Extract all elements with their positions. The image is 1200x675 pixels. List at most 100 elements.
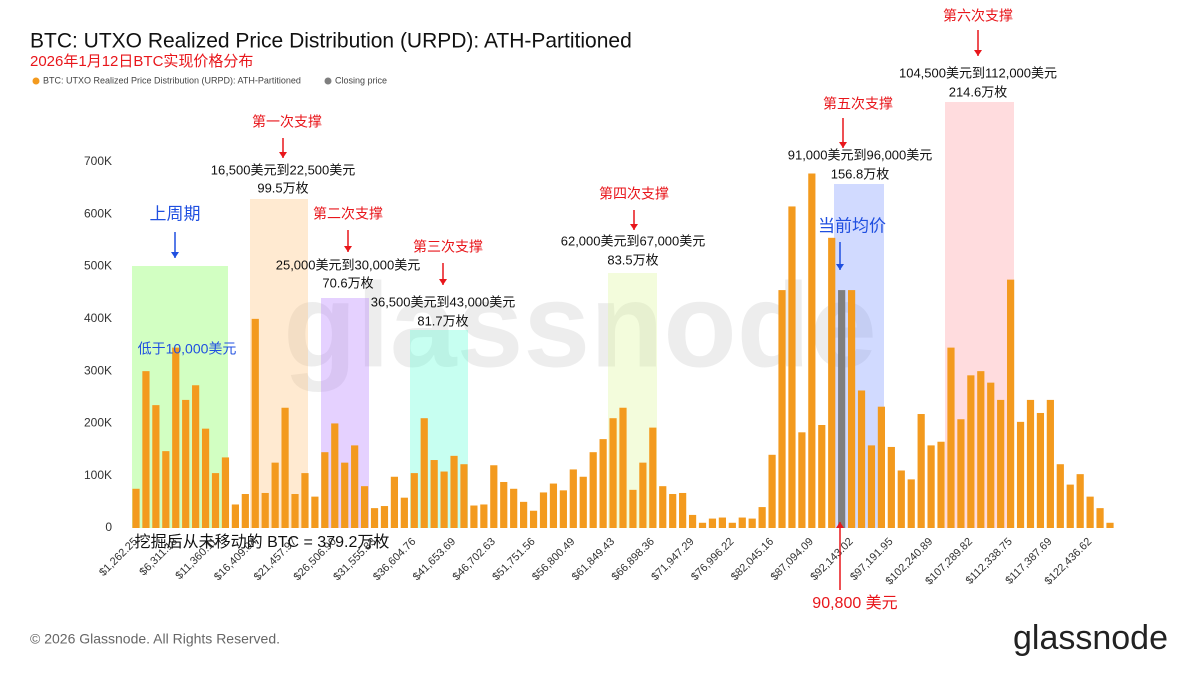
bar: [162, 451, 170, 528]
bar: [589, 452, 597, 528]
bar: [887, 446, 895, 528]
annotation: 第六次支撑: [943, 8, 1013, 24]
bar: [907, 479, 915, 528]
bar: [311, 496, 319, 528]
legend-label: BTC: UTXO Realized Price Distribution (U…: [43, 75, 301, 85]
bar: [818, 424, 826, 528]
annotation: 70.6万枚: [322, 275, 373, 290]
bar: [549, 483, 558, 528]
bar: [788, 206, 796, 528]
bar: [231, 504, 239, 528]
bar: [967, 375, 975, 528]
bar: [400, 497, 408, 528]
bar: [380, 506, 389, 528]
arrow-head: [439, 279, 447, 285]
bar: [977, 371, 985, 528]
bar: [261, 492, 269, 528]
y-tick-label: 100K: [84, 468, 112, 482]
bar: [172, 347, 180, 528]
bar: [341, 462, 349, 528]
bar: [1046, 399, 1054, 528]
bar: [221, 457, 230, 528]
bar: [957, 419, 965, 528]
legend-marker: [324, 77, 332, 85]
bar: [539, 492, 548, 528]
annotation: 挖掘后从未移动的 BTC = 379.2万枚: [135, 533, 390, 551]
bar: [251, 318, 259, 528]
annotation: 低于10,000美元: [138, 341, 237, 357]
bar: [599, 439, 607, 528]
annotation: 25,000美元到30,000美元: [276, 257, 421, 272]
bar: [331, 423, 339, 528]
chart-subtitle: 2026年1月12日BTC实现价格分布: [30, 53, 253, 70]
bar: [1056, 464, 1064, 528]
bar: [877, 406, 886, 528]
bar: [579, 476, 587, 528]
bar: [152, 405, 160, 528]
bar: [937, 441, 945, 528]
bar: [1106, 522, 1114, 528]
bar: [351, 445, 359, 528]
bar: [420, 418, 428, 528]
bar: [490, 465, 498, 528]
bar: [728, 522, 736, 528]
bar: [1096, 508, 1104, 528]
bar: [1016, 421, 1025, 528]
bar: [857, 390, 866, 528]
bar: [211, 473, 220, 528]
bar: [669, 494, 677, 528]
bar: [847, 290, 856, 528]
bar: [182, 399, 190, 528]
annotation: 90,800 美元: [812, 594, 897, 612]
annotation: 上周期: [150, 204, 201, 223]
bar: [649, 427, 657, 528]
bar: [748, 518, 756, 528]
bar: [192, 385, 200, 528]
arrow-head: [974, 50, 982, 56]
y-tick-label: 400K: [84, 311, 112, 325]
bar: [639, 462, 647, 528]
bar: [987, 382, 995, 528]
bar: [838, 290, 846, 528]
arrow-head: [836, 264, 844, 270]
arrow-head: [344, 246, 352, 252]
chart-title: BTC: UTXO Realized Price Distribution (U…: [30, 30, 632, 53]
bar: [559, 490, 567, 528]
bar: [917, 414, 925, 528]
highlight-region: [410, 330, 468, 528]
arrow-head: [839, 142, 847, 148]
bar: [1026, 399, 1035, 528]
bar: [997, 399, 1005, 528]
bar: [1007, 279, 1015, 528]
bar: [808, 173, 816, 528]
bar: [659, 486, 667, 528]
bar: [510, 488, 518, 528]
y-tick-label: 600K: [84, 206, 112, 220]
annotation: 第五次支撑: [823, 96, 893, 112]
annotation: 当前均价: [818, 216, 886, 235]
bar: [321, 452, 329, 528]
bar: [708, 518, 717, 528]
bar: [718, 517, 726, 528]
bar: [698, 522, 707, 528]
bar: [947, 347, 955, 528]
legend-marker: [32, 77, 40, 85]
bar: [688, 514, 697, 528]
bar: [241, 494, 249, 528]
bar: [480, 504, 488, 528]
bar: [828, 237, 836, 529]
bar: [1036, 412, 1045, 528]
bar: [768, 454, 776, 528]
y-tick-label: 500K: [84, 259, 112, 273]
bar: [778, 290, 786, 528]
bar: [281, 407, 289, 528]
bar: [758, 507, 766, 528]
bar: [897, 470, 905, 528]
bar: [271, 462, 279, 528]
bar: [430, 460, 438, 528]
bar: [460, 464, 468, 528]
bar: [738, 517, 746, 528]
bar: [132, 488, 140, 528]
annotation: 91,000美元到96,000美元: [788, 147, 933, 162]
